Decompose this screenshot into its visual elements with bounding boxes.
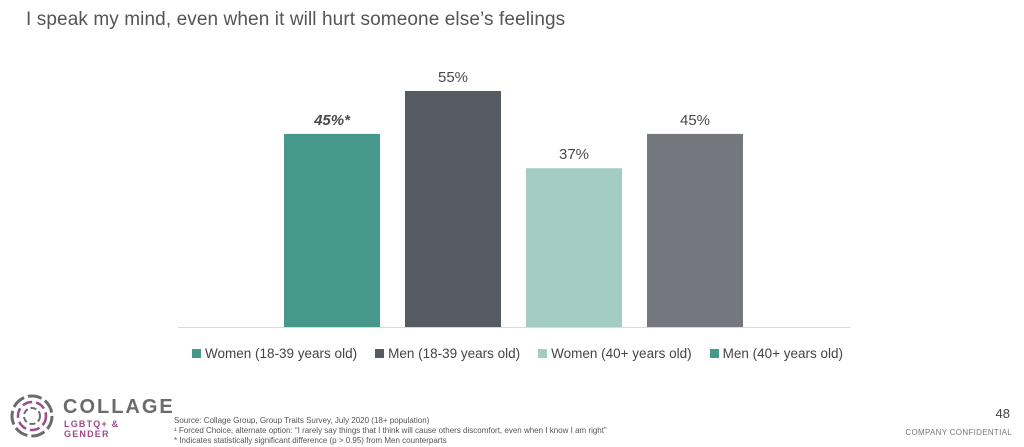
bar-2 <box>405 91 501 327</box>
legend-swatch <box>375 349 385 358</box>
logo-subtitle: LGBTQ+ & GENDER <box>64 419 120 439</box>
legend-item: Women (40+ years old) <box>538 346 692 361</box>
footnotes: Source: Collage Group, Group Traits Surv… <box>174 416 607 446</box>
chart-title: I speak my mind, even when it will hurt … <box>26 9 566 30</box>
collage-logo: COLLAGE LGBTQ+ & GENDER <box>8 388 173 443</box>
legend-label: Women (40+ years old) <box>551 346 692 361</box>
bar-value-label-1: 45%* <box>313 112 351 129</box>
logo-mark-icon <box>10 394 54 438</box>
bar-4 <box>647 133 743 327</box>
logo-wordmark: COLLAGE <box>63 396 175 418</box>
bar-value-label-3: 37% <box>559 146 589 163</box>
bar-3 <box>526 168 622 327</box>
legend-swatch <box>192 349 201 358</box>
page-number: 48 <box>995 406 1010 421</box>
legend-item: Men (18-39 years old) <box>375 346 520 361</box>
bar-1 <box>284 133 380 327</box>
legend-swatch <box>709 349 719 358</box>
legend-label: Women (18-39 years old) <box>205 346 358 361</box>
bar-value-label-4: 45% <box>680 112 710 129</box>
legend-label: Men (40+ years old) <box>722 346 844 361</box>
confidential-label: COMPANY CONFIDENTIAL <box>905 428 1012 437</box>
bar-chart: 45%* 55% 37% 45% <box>178 69 850 328</box>
legend-item: Men (40+ years old) <box>709 346 844 361</box>
footnote-1: ¹ Forced Choice, alternate option: “I ra… <box>174 426 607 435</box>
legend-item: Women (18-39 years old) <box>192 346 357 361</box>
legend-swatch <box>538 349 548 358</box>
chart-legend: Women (18-39 years old) Men (18-39 years… <box>192 346 843 361</box>
bar-value-label-2: 55% <box>438 69 468 86</box>
legend-label: Men (18-39 years old) <box>388 346 521 361</box>
source-note: Source: Collage Group, Group Traits Surv… <box>174 416 430 425</box>
footnote-significance: * Indicates statistically significant di… <box>174 436 447 445</box>
